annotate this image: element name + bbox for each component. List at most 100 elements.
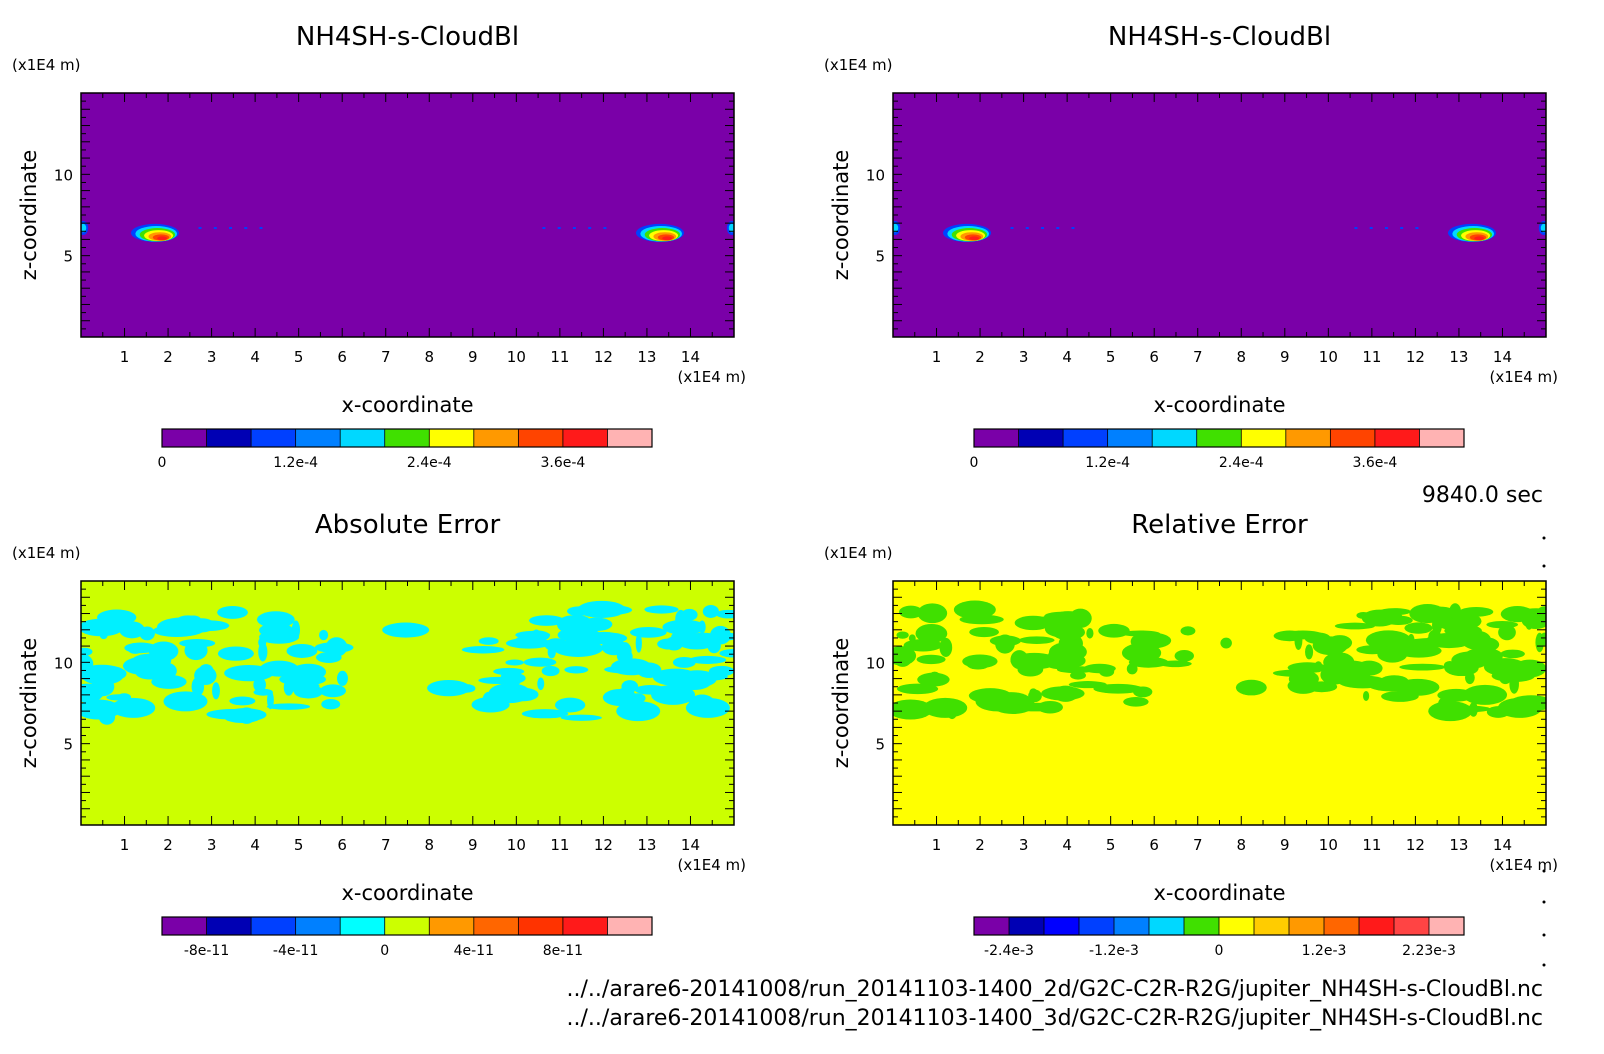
error-blob-1: [163, 691, 208, 712]
error-patch: [521, 709, 569, 719]
x-tick-label: 8: [1236, 348, 1246, 366]
error-patch: [212, 682, 220, 700]
x-tick-label: 11: [550, 348, 569, 366]
colorbar-swatch-2: [206, 429, 252, 447]
x-tick-label: 6: [1149, 348, 1159, 366]
error-patch: [564, 666, 589, 674]
error-patch: [621, 658, 635, 672]
x-tick-label: 4: [250, 836, 260, 854]
y-tick-label: 5: [63, 248, 73, 266]
error-patch: [506, 637, 552, 649]
x-tick-label: 6: [1149, 836, 1159, 854]
error-blob-3: [1463, 684, 1508, 705]
error-patch: [258, 642, 268, 662]
x-tick-label: 13: [637, 348, 656, 366]
error-blob-4: [1497, 697, 1542, 718]
error-patch: [139, 626, 155, 641]
error-patch: [502, 672, 526, 684]
error-patch: [260, 660, 299, 677]
error-patch: [316, 651, 342, 663]
x-tick-label: 2: [975, 348, 985, 366]
error-patch: [715, 609, 734, 619]
error-patch: [151, 674, 187, 689]
y-tick-label: 10: [866, 166, 885, 184]
error-patch: [917, 672, 950, 687]
x-tick-label: 8: [424, 836, 434, 854]
error-patch: [507, 687, 539, 702]
error-blob-2: [923, 697, 968, 718]
error-patch: [1338, 675, 1388, 689]
error-patch: [135, 666, 165, 680]
cloud-streak-8: [572, 227, 576, 230]
colorbar-swatch-10: [1374, 429, 1420, 447]
error-patch: [321, 698, 341, 710]
error-patch: [1098, 623, 1130, 638]
x-tick-label: 3: [207, 836, 217, 854]
colorbar-swatch-6: [384, 917, 430, 935]
error-patch: [953, 600, 996, 619]
error-patch: [1126, 663, 1138, 675]
x-tick-label: 1: [120, 348, 130, 366]
cloud-streak-2: [213, 227, 217, 230]
x-tick-label: 10: [507, 348, 526, 366]
error-patch: [1540, 632, 1546, 646]
file-path-1: ../../arare6-20141008/run_20141103-1400_…: [567, 977, 1543, 1002]
colorbar-swatch-14: [1429, 917, 1465, 935]
cloud-streak-10: [542, 227, 546, 230]
error-patch: [917, 603, 948, 624]
error-patch: [1314, 661, 1323, 673]
colorbar-swatch-4: [1107, 429, 1153, 447]
cloud-streak-10: [1354, 227, 1358, 230]
error-patch: [1384, 615, 1413, 626]
error-patch: [899, 605, 923, 619]
error-patch: [710, 625, 731, 645]
x-tick-label: 10: [1319, 836, 1338, 854]
error-blob-6: [893, 699, 933, 720]
error-patch: [1220, 637, 1232, 649]
error-patch: [81, 664, 127, 683]
y-unit-label: (x1E4 m): [824, 544, 893, 562]
x-tick-label: 1: [932, 836, 942, 854]
x-tick-label: 9: [468, 836, 478, 854]
x-axis-label: x-coordinate: [1153, 881, 1285, 905]
error-patch: [179, 639, 216, 648]
cloud-streak-2: [1025, 227, 1029, 230]
cloud-streak-7: [1400, 227, 1404, 230]
error-patch: [1052, 624, 1086, 641]
error-patch: [259, 630, 300, 644]
error-patch: [217, 646, 254, 661]
error-patch: [1029, 688, 1038, 696]
colorbar-tick-label: -2.4e-3: [984, 943, 1034, 959]
colorbar-swatch-2: [1009, 917, 1045, 935]
colorbar-swatch-6: [1149, 917, 1185, 935]
error-patch: [959, 614, 1004, 625]
error-patch: [1377, 645, 1408, 663]
error-patch: [482, 691, 496, 707]
colorbar-swatch-9: [518, 917, 564, 935]
x-tick-label: 1: [932, 348, 942, 366]
error-patch: [1069, 608, 1092, 628]
error-patch: [286, 644, 318, 658]
x-axis-label: x-coordinate: [1153, 393, 1285, 417]
colorbar-swatch-5: [1152, 429, 1198, 447]
error-patch: [1064, 652, 1080, 669]
y-unit-label: (x1E4 m): [12, 56, 81, 74]
panel-1: NH4SH-s-CloudBl(x1E4 m)1 2 3 4 5 6 7 8 9 10 11 12 13…: [12, 22, 746, 471]
x-tick-label: 9: [1280, 836, 1290, 854]
x-axis-label: x-coordinate: [341, 881, 473, 905]
colorbar-tick-label: -1.2e-3: [1089, 943, 1139, 959]
error-patch: [644, 605, 679, 614]
error-patch: [153, 624, 201, 637]
error-patch: [966, 660, 990, 670]
error-patch: [554, 697, 586, 713]
error-patch: [1425, 633, 1473, 649]
chart-title: NH4SH-s-CloudBl: [296, 22, 519, 52]
x-tick-label: 12: [1406, 348, 1425, 366]
heatmap-field: [81, 600, 734, 725]
error-patch: [1404, 622, 1433, 634]
colorbar-swatch-4: [295, 917, 341, 935]
error-patch: [382, 622, 430, 638]
colorbar-tick-label: 0: [158, 455, 167, 471]
x-unit-label: (x1E4 m): [677, 856, 746, 874]
